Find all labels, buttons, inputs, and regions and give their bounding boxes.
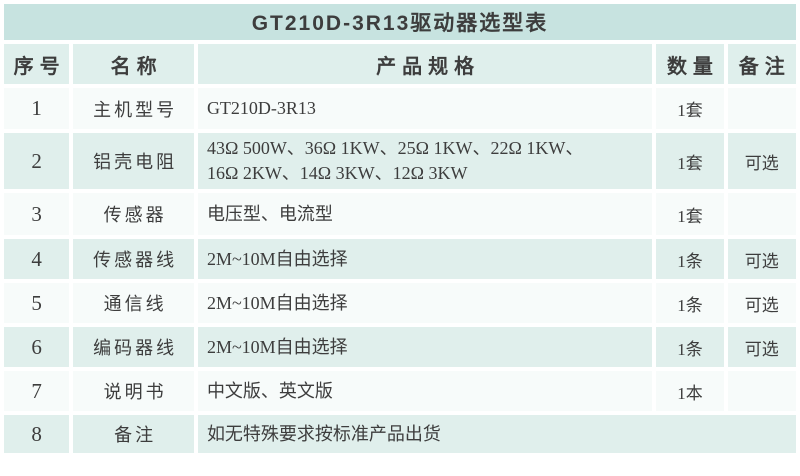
row-spec: 43Ω 500W、36Ω 1KW、25Ω 1KW、22Ω 1KW、 16Ω 2K… <box>197 133 653 189</box>
row-name: 通信线 <box>73 283 194 323</box>
row-no: 2 <box>4 133 70 189</box>
row-name: 主机型号 <box>73 88 194 129</box>
table-row: 3 传感器 电压型、电流型 1套 <box>4 193 796 235</box>
table-header-row: 序号 名称 产品规格 数量 备注 <box>4 44 796 84</box>
row-no: 6 <box>4 327 70 367</box>
row-spec: 中文版、英文版 <box>197 371 653 411</box>
row-note <box>727 193 796 235</box>
row-qty: 1套 <box>656 193 724 235</box>
row-spec: 电压型、电流型 <box>197 193 653 235</box>
column-header-note: 备注 <box>727 44 796 84</box>
row-name: 说明书 <box>73 371 194 411</box>
row-note <box>727 371 796 411</box>
row-name: 编码器线 <box>73 327 194 367</box>
column-header-qty: 数量 <box>656 44 724 84</box>
table-row: 2 铝壳电阻 43Ω 500W、36Ω 1KW、25Ω 1KW、22Ω 1KW、… <box>4 133 796 189</box>
row-spec: 2M~10M自由选择 <box>197 327 653 367</box>
row-name: 传感器线 <box>73 239 194 279</box>
table-row: 1 主机型号 GT210D-3R13 1套 <box>4 88 796 129</box>
row-spec-line-2: 16Ω 2KW、14Ω 3KW、12Ω 3KW <box>206 163 468 183</box>
row-spec: 2M~10M自由选择 <box>197 283 653 323</box>
row-qty: 1条 <box>656 327 724 367</box>
row-no: 3 <box>4 193 70 235</box>
row-note: 可选 <box>727 239 796 279</box>
row-no: 7 <box>4 371 70 411</box>
row-qty: 1本 <box>656 371 724 411</box>
row-spec-line-1: 43Ω 500W、36Ω 1KW、25Ω 1KW、22Ω 1KW、 <box>206 138 584 158</box>
row-note: 可选 <box>727 283 796 323</box>
row-no: 4 <box>4 239 70 279</box>
row-qty: 1套 <box>656 133 724 189</box>
table-title: GT210D-3R13驱动器选型表 <box>4 4 796 40</box>
row-note <box>727 88 796 129</box>
row-note: 可选 <box>727 133 796 189</box>
table-title-row: GT210D-3R13驱动器选型表 <box>4 4 796 40</box>
column-header-name: 名称 <box>73 44 194 84</box>
row-spec: 如无特殊要求按标准产品出货 <box>197 415 796 453</box>
row-spec: 2M~10M自由选择 <box>197 239 653 279</box>
table-row: 6 编码器线 2M~10M自由选择 1条 可选 <box>4 327 796 367</box>
column-header-no: 序号 <box>4 44 70 84</box>
row-no: 5 <box>4 283 70 323</box>
row-no: 1 <box>4 88 70 129</box>
row-qty: 1条 <box>656 239 724 279</box>
table-row: 4 传感器线 2M~10M自由选择 1条 可选 <box>4 239 796 279</box>
selection-table: GT210D-3R13驱动器选型表 序号 名称 产品规格 数量 备注 1 主机型… <box>4 4 796 453</box>
row-name: 铝壳电阻 <box>73 133 194 189</box>
row-qty: 1条 <box>656 283 724 323</box>
table-row: 8 备注 如无特殊要求按标准产品出货 <box>4 415 796 453</box>
row-name: 备注 <box>73 415 194 453</box>
row-note: 可选 <box>727 327 796 367</box>
row-no: 8 <box>4 415 70 453</box>
row-qty: 1套 <box>656 88 724 129</box>
column-header-spec: 产品规格 <box>197 44 653 84</box>
table-row: 5 通信线 2M~10M自由选择 1条 可选 <box>4 283 796 323</box>
row-name: 传感器 <box>73 193 194 235</box>
row-spec: GT210D-3R13 <box>197 88 653 129</box>
table-row: 7 说明书 中文版、英文版 1本 <box>4 371 796 411</box>
